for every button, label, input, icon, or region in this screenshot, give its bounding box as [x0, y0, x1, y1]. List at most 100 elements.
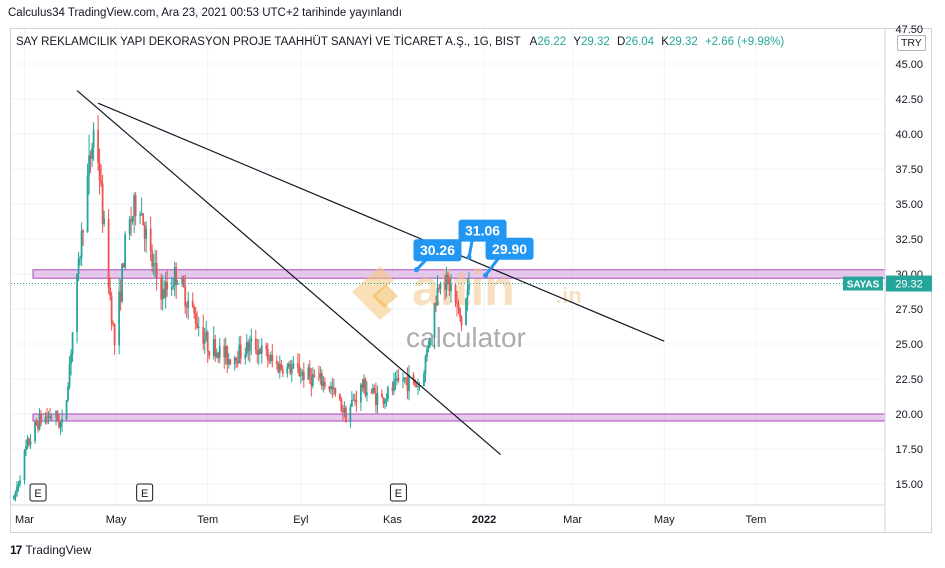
y-tick-label: 37.50 — [895, 164, 923, 176]
candle — [402, 372, 404, 388]
x-tick-label: May — [106, 514, 127, 526]
candle — [132, 216, 134, 225]
callout-anchor — [414, 267, 419, 272]
earnings-marker: E — [390, 484, 406, 501]
candle — [349, 404, 351, 428]
brand-name: TradingView — [25, 543, 91, 557]
candle — [408, 365, 410, 400]
earnings-markers: EEE — [30, 484, 406, 501]
earnings-label: E — [141, 488, 148, 500]
y-tick-label: 27.50 — [895, 304, 923, 316]
high-value: 29.32 — [581, 36, 610, 48]
symbol-legend: SAY REKLAMCILIK YAPI DEKORASYON PROJE TA… — [16, 36, 784, 48]
y-tick-label: 22.50 — [895, 374, 923, 386]
candle — [139, 211, 141, 224]
candle — [280, 360, 282, 371]
candle — [303, 362, 305, 387]
candle — [24, 449, 26, 484]
watermark-subtitle: calculator — [406, 322, 526, 353]
callout-label: 29.90 — [492, 241, 527, 257]
y-tick-label: 15.00 — [895, 479, 923, 491]
candle — [419, 382, 421, 391]
candle — [202, 315, 204, 351]
candle — [377, 386, 379, 415]
price-zone — [33, 414, 885, 421]
close-label: K — [661, 36, 669, 48]
candle — [312, 367, 314, 388]
earnings-label: E — [34, 488, 41, 500]
candle — [351, 391, 353, 407]
candle — [374, 385, 376, 394]
candle — [219, 338, 221, 363]
watermark-text: altin — [412, 260, 515, 316]
x-tick-label: Kas — [383, 514, 402, 526]
candle — [352, 394, 354, 401]
candle — [114, 323, 116, 355]
price-tag: SAYAS29.32 — [843, 276, 932, 292]
candle — [261, 338, 263, 364]
candle — [111, 292, 113, 331]
candle — [108, 209, 110, 294]
candle — [135, 192, 137, 225]
change-value: +2.66 (+9.98%) — [705, 36, 784, 48]
candle — [124, 231, 126, 269]
candle — [465, 298, 467, 326]
x-tick-label: 2022 — [472, 514, 496, 526]
candle — [207, 330, 209, 363]
tradingview-logo-icon: 17 — [10, 543, 21, 557]
currency-button[interactable]: TRY — [897, 35, 926, 51]
candle — [141, 198, 143, 216]
callout-anchor — [467, 255, 472, 260]
x-tick-label: Tem — [745, 514, 766, 526]
x-tick-label: Mar — [563, 514, 582, 526]
open-value: 26.22 — [537, 36, 566, 48]
price-tag-value: 29.32 — [895, 279, 923, 291]
candle — [60, 421, 62, 435]
candle — [192, 292, 194, 308]
candle — [354, 393, 356, 406]
candle — [271, 344, 273, 367]
y-tick-label: 32.50 — [895, 234, 923, 246]
earnings-marker: E — [137, 484, 153, 501]
candle — [156, 250, 158, 290]
earnings-label: E — [395, 488, 402, 500]
candle — [313, 369, 315, 377]
candle — [398, 369, 400, 383]
candle — [381, 389, 383, 397]
candle — [208, 350, 210, 359]
y-tick-label: 17.50 — [895, 444, 923, 456]
candle — [81, 223, 83, 266]
callout-label: 30.26 — [420, 242, 455, 258]
y-tick-label: 25.00 — [895, 339, 923, 351]
tradingview-brand[interactable]: 17 TradingView — [10, 543, 91, 557]
high-label: Y — [573, 36, 581, 48]
x-tick-label: Mar — [15, 514, 34, 526]
candle — [393, 373, 395, 396]
candle — [97, 115, 99, 171]
candle — [321, 369, 323, 390]
y-tick-label: 42.50 — [895, 94, 923, 106]
candle — [30, 434, 32, 449]
candle — [61, 410, 63, 432]
y-tick-label: 35.00 — [895, 199, 923, 211]
candle — [57, 410, 59, 421]
candle — [345, 406, 347, 423]
candle — [142, 213, 144, 225]
callout-label: 31.06 — [465, 223, 500, 239]
candle — [396, 370, 398, 385]
low-value: 26.04 — [625, 36, 654, 48]
y-tick-label: 45.00 — [895, 59, 923, 71]
candle — [175, 262, 177, 299]
symbol-name: SAY REKLAMCILIK YAPI DEKORASYON PROJE TA… — [16, 36, 520, 48]
close-value: 29.32 — [669, 36, 698, 48]
candle — [292, 356, 294, 369]
candle — [187, 292, 189, 320]
callout-anchor — [483, 273, 488, 278]
candles — [13, 115, 470, 501]
earnings-marker: E — [30, 484, 46, 501]
candle — [214, 335, 216, 362]
x-tick-label: Eyl — [293, 514, 308, 526]
x-tick-label: Tem — [197, 514, 218, 526]
candle — [226, 345, 228, 373]
